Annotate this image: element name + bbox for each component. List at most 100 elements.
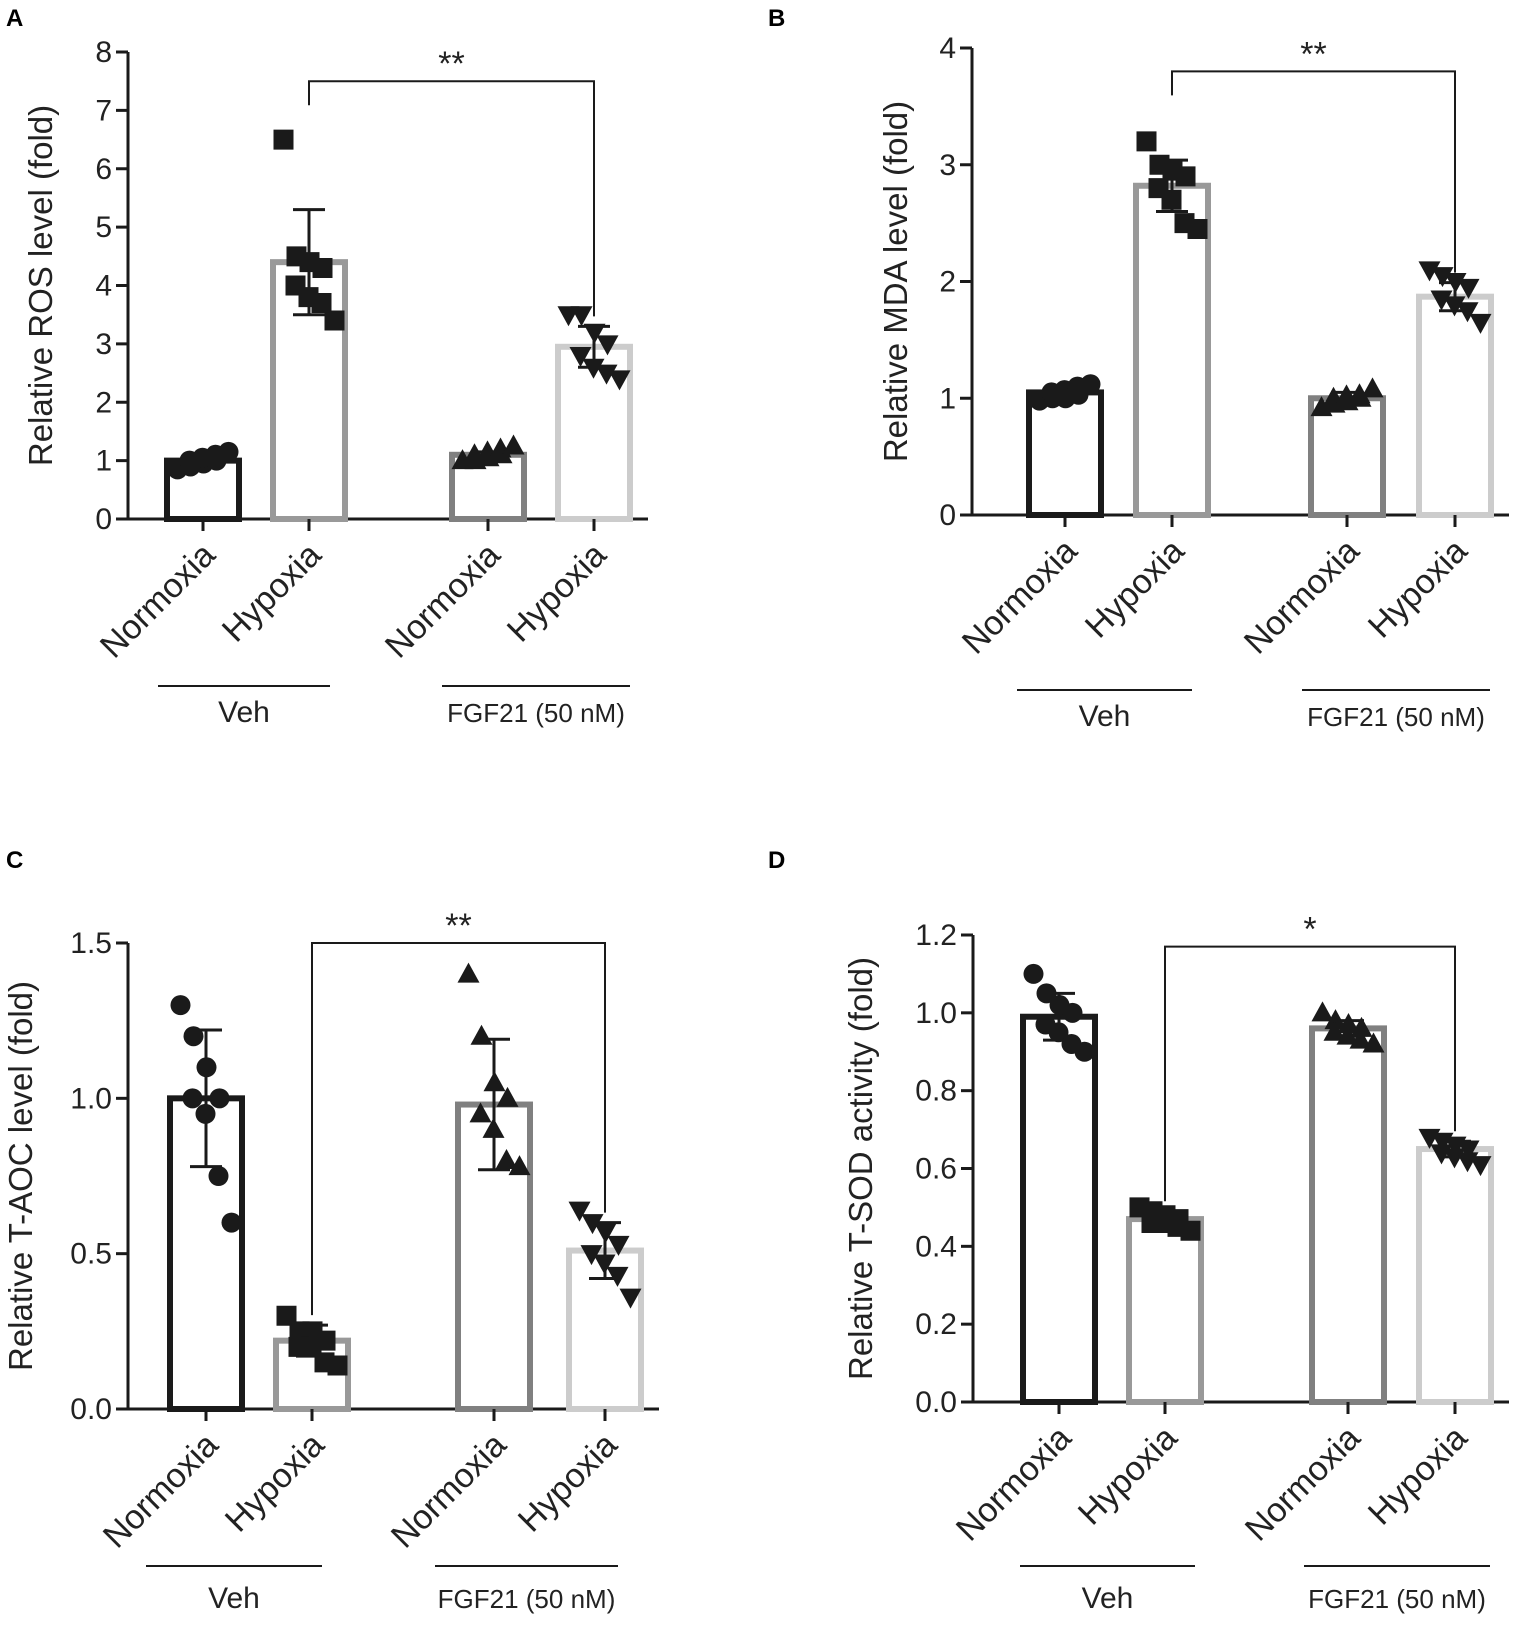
data-point [1074,1041,1095,1062]
data-point [1136,131,1157,152]
y-tick-label: 3 [939,149,956,182]
group-label: FGF21 (50 nM) [1308,1584,1486,1614]
y-tick-label: 4 [95,270,112,303]
y-tick-label: 0.8 [915,1075,957,1108]
data-point [1362,1032,1385,1053]
y-tick-label: 0.6 [915,1153,957,1186]
x-tick-label: Normoxia [93,536,223,666]
data-point [502,434,525,455]
panel-letter: C [6,847,23,874]
x-tick-label: Hypoxia [1078,532,1192,646]
group-label: FGF21 (50 nM) [447,698,625,728]
data-point [596,335,619,356]
data-point [495,1148,518,1169]
significance-label: ** [438,45,464,83]
y-tick-label: 2 [95,386,112,419]
group-label: Veh [208,1582,260,1615]
data-point [607,1235,630,1256]
y-tick-label: 1 [95,445,112,478]
x-tick-label: Hypoxia [1361,1419,1475,1533]
data-point [218,441,239,462]
data-point [508,1155,531,1176]
data-point [470,1024,493,1045]
data-point [208,1166,229,1186]
data-point [1023,963,1044,984]
y-tick-label: 1.2 [915,919,957,952]
y-tick-label: 3 [95,328,112,361]
group-label: Veh [1079,700,1131,733]
x-tick-label: Hypoxia [511,1426,625,1540]
data-point [1469,313,1492,334]
significance-label: ** [445,907,471,945]
data-point [569,347,592,368]
y-tick-label: 0.5 [70,1238,112,1271]
y-tick-label: 6 [95,153,112,186]
group-label: FGF21 (50 nM) [438,1584,616,1614]
y-axis-title: Relative MDA level (fold) [877,101,914,462]
data-point [170,995,191,1016]
data-point [1175,166,1196,187]
x-tick-label: Normoxia [949,1419,1079,1549]
y-tick-label: 0 [95,503,112,536]
data-point [606,1266,629,1287]
bar [1026,389,1104,519]
y-tick-label: 5 [95,211,112,244]
y-tick-label: 0.0 [915,1386,957,1419]
data-point [1457,1140,1480,1161]
chart-panel-a: A 0 1 2 3 4 5 6 7 8 Relative ROS level (fold) Normo… [6,5,648,729]
y-axis-title: Relative T-SOD activity (fold) [842,957,879,1380]
x-tick-label: Normoxia [384,1426,514,1556]
data-point [1062,1002,1083,1023]
significance-bracket [308,80,595,317]
y-tick-label: 1.0 [915,997,957,1030]
x-tick-label: Normoxia [955,532,1085,662]
group-label: Veh [218,696,270,729]
x-tick-label: Normoxia [1238,1419,1368,1549]
significance-bracket [1171,70,1456,273]
y-axis-title: Relative T-AOC level (fold) [2,981,39,1371]
group-label: FGF21 (50 nM) [1307,702,1485,732]
x-tick-label: Hypoxia [500,536,614,650]
data-point [311,293,332,314]
data-point [1469,1156,1492,1177]
y-tick-label: 2 [939,266,956,299]
group-label: Veh [1082,1582,1134,1615]
panel-letter: A [6,5,23,32]
bar [1309,1025,1387,1406]
x-tick-label: Hypoxia [1071,1419,1185,1533]
data-point [608,370,631,391]
bar [1416,1146,1494,1405]
data-point [1187,218,1208,239]
x-tick-label: Hypoxia [218,1426,332,1540]
data-point [496,1086,519,1107]
data-point [595,364,618,385]
y-tick-label: 4 [939,32,956,65]
x-tick-label: Normoxia [1237,532,1367,662]
chart-panel-d: D 0.0 0.2 0.4 0.6 0.8 1.0 1.2 Relative T-SOD act… [768,847,1509,1615]
data-point [209,1088,230,1109]
data-point [1180,1220,1201,1241]
data-point [570,306,593,327]
significance-label: * [1303,911,1316,949]
data-point [619,1288,642,1309]
data-point [1418,261,1441,282]
significance-bracket [1164,945,1456,1202]
chart-panel-c: C 0.0 0.5 1.0 1.5 Relative T-AOC level (fold)… [2,847,659,1615]
y-tick-label: 1 [939,382,956,415]
data-point [580,1245,603,1266]
data-point [1080,374,1101,395]
data-point [273,129,294,150]
data-point [182,1088,203,1109]
y-tick-label: 0.2 [915,1308,957,1341]
y-tick-label: 0.0 [70,1393,112,1426]
y-tick-label: 1.5 [70,927,112,960]
data-point [312,257,333,278]
data-point [1430,290,1453,311]
y-tick-label: 8 [95,36,112,69]
data-point [457,962,480,983]
bar [1126,1216,1204,1406]
data-point [1431,267,1454,288]
panel-letter: D [768,847,785,874]
